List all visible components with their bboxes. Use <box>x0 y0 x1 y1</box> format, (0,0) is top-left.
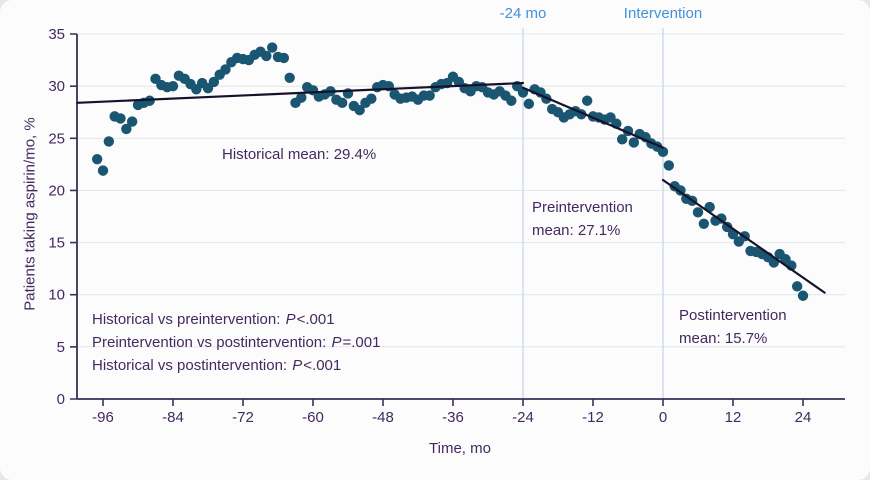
scatter-point <box>698 218 710 229</box>
pvalue-p-symbol: P <box>285 311 296 328</box>
pvalue-value: <.001 <box>296 311 335 328</box>
annotation-preintervention-line2: mean: 27.1% <box>532 222 621 239</box>
scatter-point <box>366 93 377 104</box>
x-tick-label-12: 12 <box>725 409 742 426</box>
y-tick-label-25: 25 <box>48 130 65 147</box>
x-tick-label-0: 0 <box>659 409 667 426</box>
scatter-point <box>103 136 115 147</box>
scatter-point <box>266 42 278 53</box>
y-tick-label-20: 20 <box>48 182 65 199</box>
trend-line-historical <box>76 81 525 104</box>
scatter-point <box>692 207 704 218</box>
scatter-point <box>424 90 435 101</box>
scatter-point <box>97 165 109 176</box>
scatter-point <box>616 134 628 145</box>
scatter-point <box>284 72 295 84</box>
pvalue-notes: Historical vs preintervention: P<.001 Pr… <box>92 308 380 377</box>
trend-line-preintervention <box>521 86 665 149</box>
y-tick-label-30: 30 <box>48 78 65 95</box>
pvalue-value: <.001 <box>303 357 342 374</box>
scatter-point <box>91 153 103 165</box>
x-tick-label--72: -72 <box>232 409 254 426</box>
scatter-point <box>115 113 126 124</box>
y-axis-title: Patients taking aspirin/mo, % <box>21 117 39 311</box>
pvalue-p-symbol: P <box>331 334 342 351</box>
x-tick-label--84: -84 <box>162 409 184 426</box>
scatter-point <box>336 97 348 109</box>
scatter-point <box>121 123 132 135</box>
x-tick-label--60: -60 <box>302 409 324 426</box>
trend-line-postintervention <box>661 178 826 294</box>
scatter-point <box>126 116 138 127</box>
pvalue-label: Preintervention vs postintervention: <box>92 334 331 351</box>
x-tick-label-24: 24 <box>795 409 812 426</box>
pvalue-note-historical-vs-postintervention: Historical vs postintervention: P<.001 <box>92 354 380 377</box>
pvalue-value: =.001 <box>342 334 381 351</box>
annotation-postintervention-line1: Postintervention <box>679 307 787 324</box>
pvalue-label: Historical vs postintervention: <box>92 357 292 374</box>
reference-label-neg24mo: -24 mo <box>499 5 547 22</box>
pvalue-note-preintervention-vs-postintervention: Preintervention vs postintervention: P=.… <box>92 331 380 354</box>
scatter-point <box>581 95 593 106</box>
scatter-point <box>797 290 809 301</box>
x-tick-label--12: -12 <box>582 409 604 426</box>
annotation-postintervention-mean: Postintervention mean: 15.7% <box>679 304 787 350</box>
annotation-historical-mean: Historical mean: 29.4% <box>222 146 377 163</box>
annotation-preintervention-mean: Preintervention mean: 27.1% <box>532 196 633 242</box>
x-tick-label--48: -48 <box>372 409 394 426</box>
scatter-point <box>791 281 803 292</box>
scatter-point <box>628 137 640 148</box>
x-tick-label--96: -96 <box>92 409 114 426</box>
scatter-point <box>261 50 272 62</box>
scatter-point <box>220 64 231 75</box>
scatter-point <box>721 221 733 233</box>
scatter-point <box>167 80 179 92</box>
scatter-point <box>354 104 365 116</box>
y-tick-label-10: 10 <box>48 287 65 304</box>
scatter-point <box>663 160 675 171</box>
pvalue-note-historical-vs-preintervention: Historical vs preintervention: P<.001 <box>92 308 380 331</box>
x-tick-label--36: -36 <box>442 409 464 426</box>
scatter-point <box>208 76 220 88</box>
reference-label-intervention: Intervention <box>623 5 703 22</box>
scatter-point <box>523 98 535 110</box>
y-tick-label-15: 15 <box>48 235 65 252</box>
y-tick-label-35: 35 <box>48 26 65 43</box>
y-tick-label-5: 5 <box>57 339 65 356</box>
scatter-point <box>278 52 290 64</box>
pvalue-p-symbol: P <box>292 357 303 374</box>
x-tick-label--24: -24 <box>512 409 534 426</box>
annotation-preintervention-line1: Preintervention <box>532 199 633 216</box>
annotation-postintervention-line2: mean: 15.7% <box>679 330 768 347</box>
x-axis-title: Time, mo <box>429 440 491 457</box>
scatter-point <box>657 146 669 158</box>
pvalue-label: Historical vs preintervention: <box>92 311 285 328</box>
scatter-point <box>144 95 155 106</box>
scatter-point <box>506 95 517 106</box>
scatter-point <box>296 92 307 103</box>
y-tick-label-0: 0 <box>57 391 65 408</box>
